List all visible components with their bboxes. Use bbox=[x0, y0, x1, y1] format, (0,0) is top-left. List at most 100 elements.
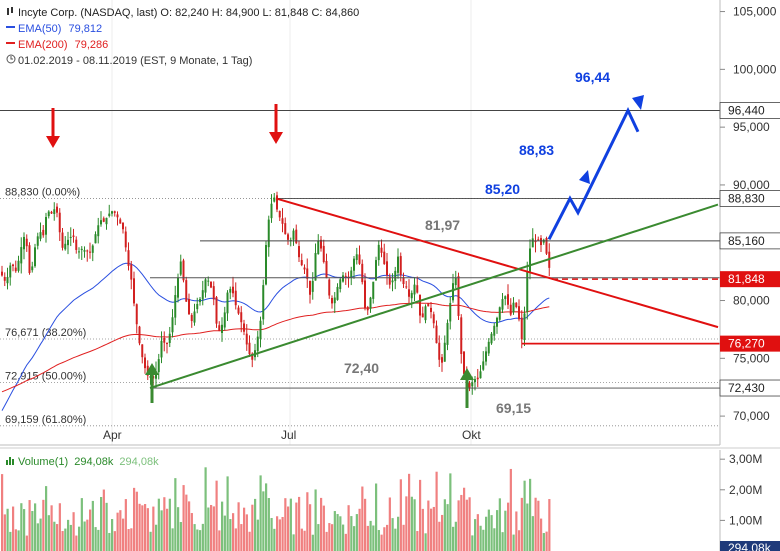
volume-bar bbox=[427, 500, 430, 551]
volume-bar bbox=[163, 497, 166, 551]
ema50-legend[interactable]: EMA(50) 79,812 bbox=[6, 22, 102, 35]
volume-bar bbox=[391, 518, 394, 551]
volume-bar bbox=[350, 516, 353, 551]
candle-body bbox=[487, 341, 490, 354]
volume-bar bbox=[102, 489, 105, 551]
ema50-swatch-icon bbox=[6, 22, 18, 35]
candle-body bbox=[328, 279, 331, 296]
volume-bar bbox=[325, 531, 328, 551]
candle-body bbox=[534, 240, 537, 243]
candle-body bbox=[394, 270, 397, 281]
volume-bar bbox=[135, 491, 138, 551]
clock-icon bbox=[6, 54, 18, 67]
candle-body bbox=[416, 285, 419, 293]
candle-body bbox=[509, 304, 512, 315]
volume-bar bbox=[380, 534, 383, 551]
candle-body bbox=[520, 317, 523, 340]
volume-bar bbox=[204, 467, 207, 551]
candle-body bbox=[452, 283, 454, 301]
volume-bar bbox=[402, 524, 405, 551]
volume-bar bbox=[207, 507, 210, 551]
candle-body bbox=[413, 284, 416, 295]
candle-body bbox=[47, 211, 50, 217]
volume-bar bbox=[405, 496, 408, 551]
candle-body bbox=[479, 371, 482, 379]
volume-bar bbox=[468, 497, 471, 551]
price-tag-label: 96,440 bbox=[728, 103, 765, 117]
candle-body bbox=[45, 217, 47, 235]
volume-bar bbox=[67, 519, 70, 551]
candle-body bbox=[234, 290, 237, 306]
volume-bar bbox=[259, 475, 262, 551]
volume-bar bbox=[278, 519, 281, 551]
candle-body bbox=[303, 267, 306, 270]
candle-body bbox=[350, 270, 353, 278]
ema200-legend[interactable]: EMA(200) 79,286 bbox=[6, 38, 108, 51]
candle-body bbox=[31, 266, 34, 271]
volume-bar bbox=[34, 503, 37, 551]
candle-body bbox=[276, 195, 278, 210]
volume-bar bbox=[80, 498, 83, 551]
volume-bar bbox=[421, 508, 424, 551]
volume-bar bbox=[226, 476, 229, 551]
price-tick-label: 100,000 bbox=[733, 62, 777, 76]
fibonacci-levels: 88,830 (0.00%) 76,671 (38.20%) 72,915 (50.… bbox=[0, 186, 720, 427]
volume-bar bbox=[141, 505, 144, 551]
candle-body bbox=[86, 250, 89, 252]
red-down-arrow-head bbox=[269, 132, 283, 144]
volume-value-2: 294,08k bbox=[119, 456, 159, 468]
candle-body bbox=[75, 239, 78, 250]
volume-bar bbox=[23, 509, 26, 551]
candle-body bbox=[130, 264, 133, 280]
candle-body bbox=[284, 223, 287, 235]
candle-body bbox=[331, 298, 333, 304]
volume-bar bbox=[64, 528, 67, 551]
candle-body bbox=[34, 247, 36, 267]
volume-bar bbox=[94, 527, 97, 551]
candle-body bbox=[94, 234, 97, 244]
fib-label: 76,671 (38.20%) bbox=[5, 327, 86, 339]
volume-bar bbox=[138, 503, 141, 551]
volume-bar bbox=[520, 497, 523, 551]
volume-bar bbox=[218, 530, 221, 551]
candle-body bbox=[526, 271, 529, 313]
candle-body bbox=[391, 280, 394, 283]
volume-bar bbox=[361, 486, 364, 551]
volume-bar bbox=[328, 523, 331, 551]
volume-bar bbox=[394, 528, 397, 551]
candle-body bbox=[353, 258, 355, 271]
volume-bar bbox=[177, 507, 180, 551]
candle-body bbox=[36, 236, 39, 246]
candle-body bbox=[364, 280, 366, 309]
candle-body bbox=[113, 211, 116, 213]
candle-body bbox=[531, 238, 534, 248]
candle-body bbox=[3, 276, 6, 281]
candle-body bbox=[6, 276, 9, 284]
candle-body bbox=[221, 324, 223, 334]
volume-bar bbox=[124, 499, 127, 551]
candle-body bbox=[446, 322, 449, 345]
volume-bar bbox=[193, 524, 196, 551]
volume-bar bbox=[317, 524, 320, 551]
volume-bar bbox=[531, 516, 534, 551]
candle-body bbox=[300, 260, 303, 266]
volume-bar bbox=[331, 524, 334, 551]
volume-bar bbox=[457, 500, 460, 551]
candle-body bbox=[322, 245, 325, 263]
candle-body bbox=[1, 271, 3, 276]
candle-body bbox=[463, 351, 465, 374]
volume-bar bbox=[20, 503, 23, 551]
candle-body bbox=[83, 250, 86, 252]
price-tick-label: 75,000 bbox=[733, 351, 770, 365]
ema200-value: 79,286 bbox=[74, 39, 109, 51]
price-tick-label: 95,000 bbox=[733, 120, 770, 134]
volume-bar bbox=[146, 508, 149, 551]
volume-tick-label: 1,00M bbox=[729, 513, 762, 527]
candle-body bbox=[20, 247, 23, 264]
volume-legend[interactable]: Volume(1) 294,08k 294,08k bbox=[6, 455, 159, 468]
candle-body bbox=[504, 296, 507, 300]
volume-bar bbox=[168, 498, 171, 551]
candle-body bbox=[529, 248, 531, 272]
volume-bar bbox=[78, 526, 81, 551]
volume-bar bbox=[69, 524, 72, 551]
